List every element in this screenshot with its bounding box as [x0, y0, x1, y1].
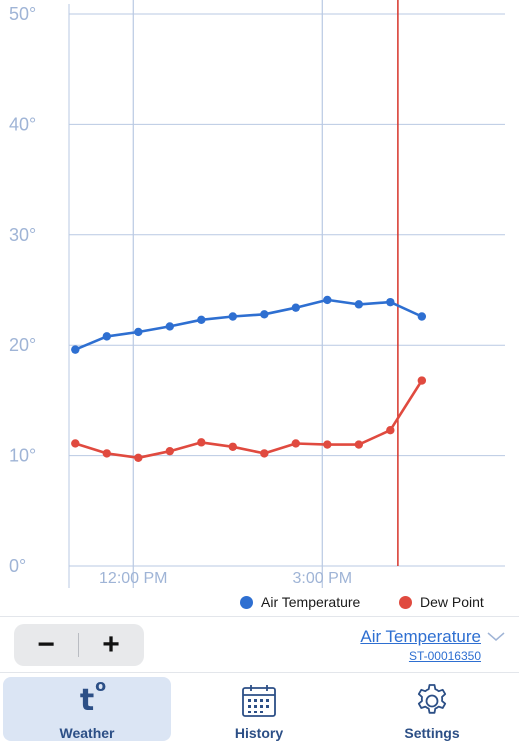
y-tick-label: 20° [9, 335, 36, 355]
zoom-out-button[interactable]: − [37, 628, 55, 661]
tab-weather-label: Weather [59, 725, 115, 741]
data-point-dew-point [417, 376, 427, 385]
data-point-air-temperature [165, 322, 175, 331]
y-tick-label: 10° [9, 446, 36, 466]
station-id-link[interactable]: ST-00016350 [408, 649, 481, 663]
zoom-in-button[interactable]: + [102, 628, 120, 661]
zoom-divider [78, 633, 79, 657]
gear-icon [414, 683, 450, 719]
y-tick-label: 50° [9, 4, 36, 24]
data-point-dew-point [71, 439, 80, 448]
y-tick-label: 30° [9, 225, 36, 245]
legend-item-air-temperature: Air Temperature [240, 591, 360, 613]
legend-label-dew-point: Dew Point [420, 594, 484, 610]
data-point-air-temperature [260, 310, 269, 319]
calendar-icon [241, 683, 277, 719]
y-tick-label: 0° [9, 556, 26, 576]
data-point-air-temperature [134, 327, 143, 337]
data-point-air-temperature [228, 312, 238, 321]
legend-item-dew-point: Dew Point [399, 591, 484, 613]
data-point-air-temperature [291, 303, 301, 312]
data-point-air-temperature [386, 297, 395, 307]
data-point-air-temperature [197, 315, 206, 325]
data-point-dew-point [134, 453, 143, 463]
legend-dot-air-temperature [240, 595, 253, 609]
data-point-air-temperature [417, 312, 427, 321]
chevron-down-icon[interactable] [487, 632, 505, 642]
tab-history[interactable]: History [175, 677, 343, 741]
x-tick-label: 3:00 PM [292, 570, 352, 587]
data-point-air-temperature [71, 345, 80, 354]
data-point-air-temperature [354, 300, 364, 309]
data-point-air-temperature [102, 332, 112, 341]
metric-selector[interactable]: Air Temperature ST-00016350 [360, 627, 505, 663]
temperature-chart[interactable]: 0° 10° 20° 30° 40° 50° 12:00 PM 3:00 PM [0, 0, 519, 615]
data-point-dew-point [228, 442, 238, 451]
tab-settings[interactable]: Settings [348, 677, 516, 741]
data-point-dew-point [386, 426, 395, 435]
chart-area[interactable]: 0° 10° 20° 30° 40° 50° 12:00 PM 3:00 PM Air Tem… [0, 0, 519, 615]
data-point-dew-point [197, 438, 206, 447]
legend-dot-dew-point [399, 595, 412, 609]
series-line-dew-point [74, 379, 423, 460]
tab-settings-label: Settings [404, 725, 460, 741]
series-line-air-temperature [74, 298, 423, 351]
data-point-dew-point [165, 446, 175, 456]
metric-row: Air Temperature [360, 627, 505, 647]
data-point-dew-point [260, 449, 269, 458]
chart-toolbar: − + Air Temperature ST-00016350 [0, 616, 519, 673]
x-tick-label: 12:00 PM [99, 570, 167, 587]
data-point-dew-point [291, 439, 301, 448]
data-point-dew-point [102, 449, 112, 458]
data-point-dew-point [323, 440, 332, 449]
y-tick-label: 40° [9, 114, 36, 134]
zoom-control: − + [14, 624, 144, 666]
metric-select-label[interactable]: Air Temperature [360, 627, 481, 646]
data-point-air-temperature [323, 295, 332, 305]
legend-label-air-temperature: Air Temperature [261, 594, 361, 610]
data-point-dew-point [354, 440, 364, 449]
tab-history-label: History [234, 725, 284, 741]
